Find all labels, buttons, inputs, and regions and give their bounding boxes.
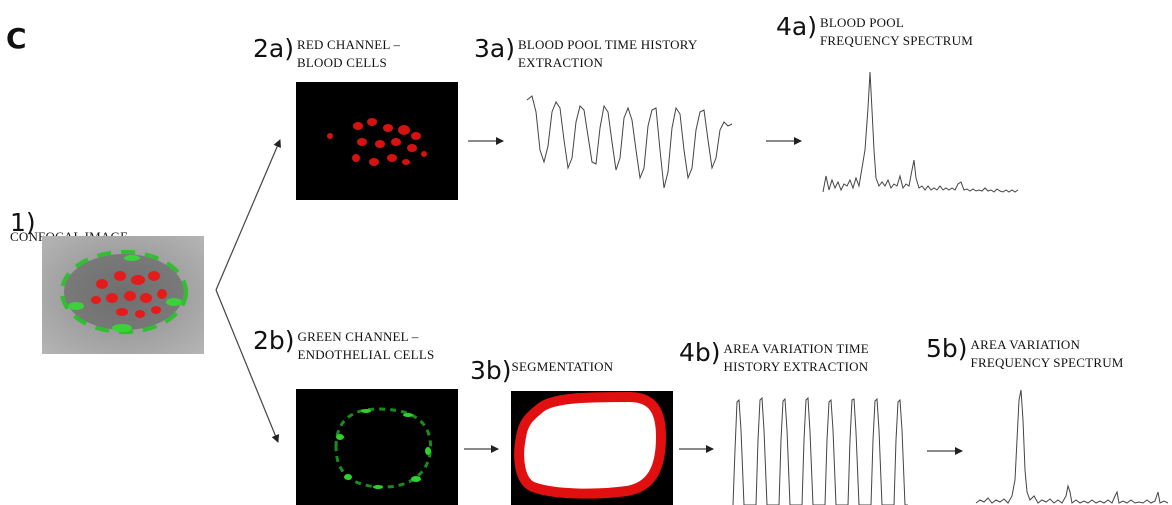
step-5b-title: AREA VARIATION FREQUENCY SPECTRUM <box>970 337 1124 370</box>
step-4a-label: 4a) BLOOD POOL FREQUENCY SPECTRUM <box>776 14 973 50</box>
step-4a-title: BLOOD POOL FREQUENCY SPECTRUM <box>819 15 973 48</box>
step-3b-title: SEGMENTATION <box>511 359 614 374</box>
confocal-image <box>42 236 204 354</box>
step-4a-number: 4a) <box>776 12 817 41</box>
step-3a-label: 3a) BLOOD POOL TIME HISTORY EXTRACTION <box>474 36 698 72</box>
step-2a-number: 2a) <box>253 34 294 63</box>
step-3b-number: 3b) <box>470 356 512 385</box>
step-4b-label: 4b) AREA VARIATION TIME HISTORY EXTRACTIO… <box>679 340 869 376</box>
area-variation-time-history-trace <box>732 396 908 505</box>
branch-arrow-red <box>215 139 281 291</box>
step-2a-label: 2a) RED CHANNEL – BLOOD CELLS <box>253 36 400 72</box>
step-2b-label: 2b) GREEN CHANNEL – ENDOTHELIAL CELLS <box>253 328 434 364</box>
blood-pool-time-history-trace <box>526 95 733 189</box>
step-1-number: 1) <box>10 208 36 237</box>
red-channel-image <box>296 82 458 200</box>
step-4b-number: 4b) <box>679 338 721 367</box>
blood-pool-spectrum-trace <box>822 71 1019 193</box>
step-3a-number: 3a) <box>474 34 515 63</box>
branch-arrow-green <box>215 289 280 443</box>
segmentation-image <box>511 391 673 505</box>
step-5b-label: 5b) AREA VARIATION FREQUENCY SPECTRUM <box>926 336 1124 372</box>
step-2b-title: GREEN CHANNEL – ENDOTHELIAL CELLS <box>297 329 435 362</box>
step-3a-title: BLOOD POOL TIME HISTORY EXTRACTION <box>517 37 698 70</box>
step-2a-title: RED CHANNEL – BLOOD CELLS <box>296 37 401 70</box>
area-variation-spectrum-trace <box>975 389 1169 504</box>
green-channel-image <box>296 389 458 505</box>
step-2b-number: 2b) <box>253 326 295 355</box>
panel-letter: C <box>6 22 27 55</box>
step-3b-label: 3b) SEGMENTATION <box>470 358 613 384</box>
step-4b-title: AREA VARIATION TIME HISTORY EXTRACTION <box>723 341 869 374</box>
step-5b-number: 5b) <box>926 334 968 363</box>
